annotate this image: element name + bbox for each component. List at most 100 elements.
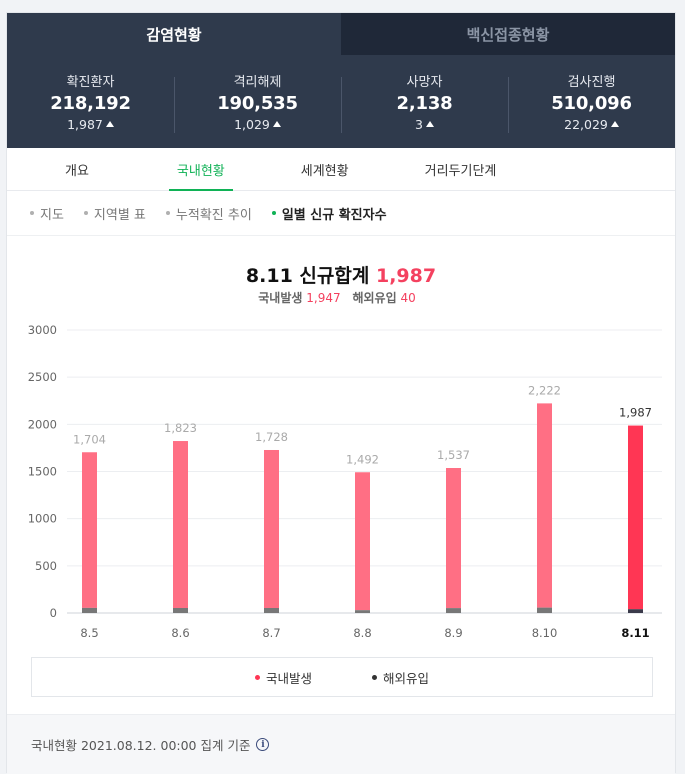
filter-label: 지역별 표	[93, 207, 146, 223]
up-triangle-icon	[425, 121, 434, 127]
bar-imported	[537, 607, 552, 613]
bar-domestic	[355, 472, 370, 611]
up-triangle-icon	[105, 121, 114, 127]
tab-infection-status[interactable]: 감염현황	[7, 13, 341, 55]
filter-cumulative-trend[interactable]: 누적확진 추이	[165, 204, 252, 223]
y-tick-label: 2500	[28, 370, 57, 384]
bar-imported	[173, 608, 188, 613]
stat-value: 2,138	[396, 92, 453, 114]
stat-delta-value: 1,029	[234, 116, 270, 132]
stat-deaths: 사망자 2,138 3	[341, 71, 508, 133]
stat-value: 190,535	[217, 92, 298, 114]
x-tick-label: 8.7	[262, 626, 280, 640]
bar-value-label: 1,704	[73, 432, 106, 446]
filter-region-table[interactable]: 지역별 표	[83, 204, 146, 223]
bar-domestic	[537, 403, 552, 608]
daily-summary-title: 8.11 신규합계 1,987	[7, 261, 675, 288]
legend-dot-icon	[254, 674, 260, 680]
bar-imported	[82, 607, 97, 613]
bullet-icon	[271, 211, 276, 215]
y-tick-label: 500	[35, 559, 57, 573]
x-tick-label: 8.5	[80, 626, 98, 640]
bullet-icon	[83, 211, 88, 215]
stat-delta-value: 1,987	[67, 116, 103, 132]
stat-delta: 1,987	[67, 117, 114, 132]
y-tick-label: 1000	[28, 512, 57, 526]
tab-world[interactable]: 세계현황	[300, 163, 349, 179]
bar-domestic	[173, 441, 188, 609]
stat-delta-value: 22,029	[564, 116, 608, 132]
bar-imported	[355, 610, 370, 613]
daily-cases-chart: 0 500 1000 1500 2000 2500 3000 1,704 8.5 1,823 8.6…	[28, 323, 662, 640]
covid-status-card: 감염현황 백신접종현황 확진환자 218,192 1,987 격리해제 190,…	[6, 12, 676, 774]
stat-value: 510,096	[551, 92, 632, 114]
stat-label: 사망자	[406, 74, 443, 90]
up-triangle-icon	[610, 121, 619, 127]
filter-map[interactable]: 지도	[30, 204, 64, 223]
info-icon[interactable]: i	[256, 738, 270, 751]
x-tick-label: 8.8	[353, 626, 371, 640]
filter-daily-new[interactable]: 일별 신규 확진자수	[271, 204, 387, 223]
footer-text: 국내현황 2021.08.12. 00:00 집계 기준	[31, 738, 251, 753]
legend-item-domestic: 국내발생	[254, 668, 312, 687]
bar-value-label: 1,987	[619, 406, 652, 420]
stat-testing: 검사진행 510,096 22,029	[508, 71, 675, 133]
stats-panel: 확진환자 218,192 1,987 격리해제 190,535 1,029 사망…	[7, 55, 675, 148]
top-tab-bar: 감염현황 백신접종현황	[7, 13, 675, 55]
legend-label: 해외유입	[383, 670, 430, 686]
chart-legend: 국내발생 해외유입	[31, 657, 653, 697]
bar-value-label: 1,492	[346, 452, 379, 466]
stat-label: 격리해제	[233, 74, 282, 90]
tab-domestic[interactable]: 국내현황	[168, 148, 233, 191]
filter-label: 지도	[40, 207, 64, 223]
domestic-label: 국내발생	[258, 291, 303, 305]
x-tick-label: 8.9	[444, 626, 462, 640]
footer-note: 국내현황 2021.08.12. 00:00 집계 기준 i	[7, 714, 675, 774]
stat-delta-value: 3	[415, 116, 423, 132]
stat-label: 확진환자	[66, 74, 115, 90]
y-tick-label: 1500	[28, 465, 57, 479]
stat-delta: 3	[415, 117, 434, 132]
x-tick-label: 8.6	[171, 626, 189, 640]
legend-item-imported: 해외유입	[372, 668, 429, 687]
bullet-icon	[165, 211, 170, 215]
tab-distancing-level[interactable]: 거리두기단계	[424, 163, 497, 179]
tab-vaccination-status[interactable]: 백신접종현황	[341, 13, 675, 55]
stat-confirmed: 확진환자 218,192 1,987	[7, 71, 174, 133]
y-tick-label: 3000	[28, 323, 57, 337]
stat-value: 218,192	[50, 92, 131, 114]
x-tick-label: 8.11	[621, 626, 649, 640]
bar-domestic	[264, 449, 279, 609]
bar-domestic	[446, 468, 461, 609]
stat-label: 검사진행	[567, 74, 616, 90]
bar-imported	[264, 608, 279, 613]
y-tick-label: 2000	[28, 417, 57, 431]
imported-value: 40	[400, 291, 416, 305]
filter-label: 누적확진 추이	[175, 207, 252, 223]
legend-dot-icon	[372, 674, 377, 680]
imported-label: 해외유입	[352, 291, 397, 305]
domestic-value: 1,947	[306, 291, 341, 305]
bar-value-label: 1,537	[437, 448, 470, 462]
filter-label: 일별 신규 확진자수	[281, 207, 387, 223]
tab-overview[interactable]: 개요	[65, 163, 89, 179]
bar-domestic	[628, 425, 643, 610]
y-tick-label: 0	[50, 606, 57, 620]
bar-value-label: 2,222	[528, 383, 561, 397]
legend-label: 국내발생	[265, 670, 312, 686]
bar-imported	[628, 609, 643, 613]
stat-delta: 22,029	[564, 117, 619, 132]
stat-delta: 1,029	[234, 117, 281, 132]
bar-value-label: 1,823	[164, 421, 197, 435]
up-triangle-icon	[272, 121, 281, 127]
filter-bar: 지도 지역별 표 누적확진 추이 일별 신규 확진자수	[7, 191, 675, 236]
bar-imported	[446, 608, 461, 613]
daily-summary-breakdown: 국내발생 1,947 해외유입 40	[7, 289, 675, 306]
bar-value-label: 1,728	[255, 430, 288, 444]
bar-domestic	[82, 452, 97, 608]
stat-released: 격리해제 190,535 1,029	[174, 71, 341, 133]
bullet-icon	[30, 211, 34, 215]
summary-title-text: 8.11 신규합계	[245, 265, 370, 287]
x-tick-label: 8.10	[532, 626, 558, 640]
sub-tab-bar: 개요 국내현황 세계현황 거리두기단계	[7, 148, 675, 191]
